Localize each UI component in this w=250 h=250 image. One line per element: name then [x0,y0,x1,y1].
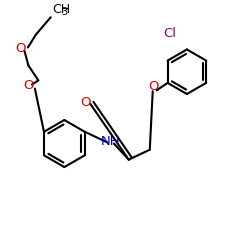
Text: O: O [148,80,159,93]
Text: Cl: Cl [164,27,176,40]
Text: NH: NH [101,134,120,147]
Text: CH: CH [52,3,70,16]
Text: O: O [81,96,91,109]
Text: O: O [24,79,34,92]
Text: O: O [15,42,26,55]
Text: 3: 3 [61,7,68,17]
